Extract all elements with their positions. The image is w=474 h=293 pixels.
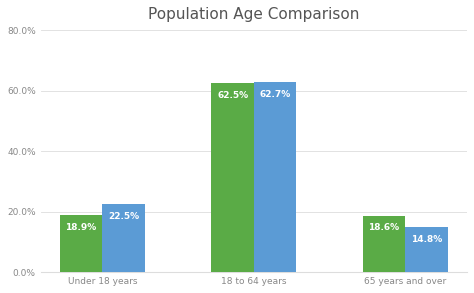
- Bar: [211, 83, 254, 272]
- Text: 18.9%: 18.9%: [65, 223, 97, 231]
- Title: Population Age Comparison: Population Age Comparison: [148, 7, 359, 22]
- Bar: [60, 215, 102, 272]
- Text: 62.5%: 62.5%: [217, 91, 248, 100]
- Text: 62.7%: 62.7%: [259, 90, 291, 99]
- Bar: [254, 82, 296, 272]
- Text: 14.8%: 14.8%: [411, 235, 442, 244]
- Bar: [363, 216, 405, 272]
- Bar: [405, 227, 447, 272]
- Text: 18.6%: 18.6%: [368, 224, 400, 232]
- Text: 22.5%: 22.5%: [108, 212, 139, 221]
- Bar: [102, 204, 145, 272]
